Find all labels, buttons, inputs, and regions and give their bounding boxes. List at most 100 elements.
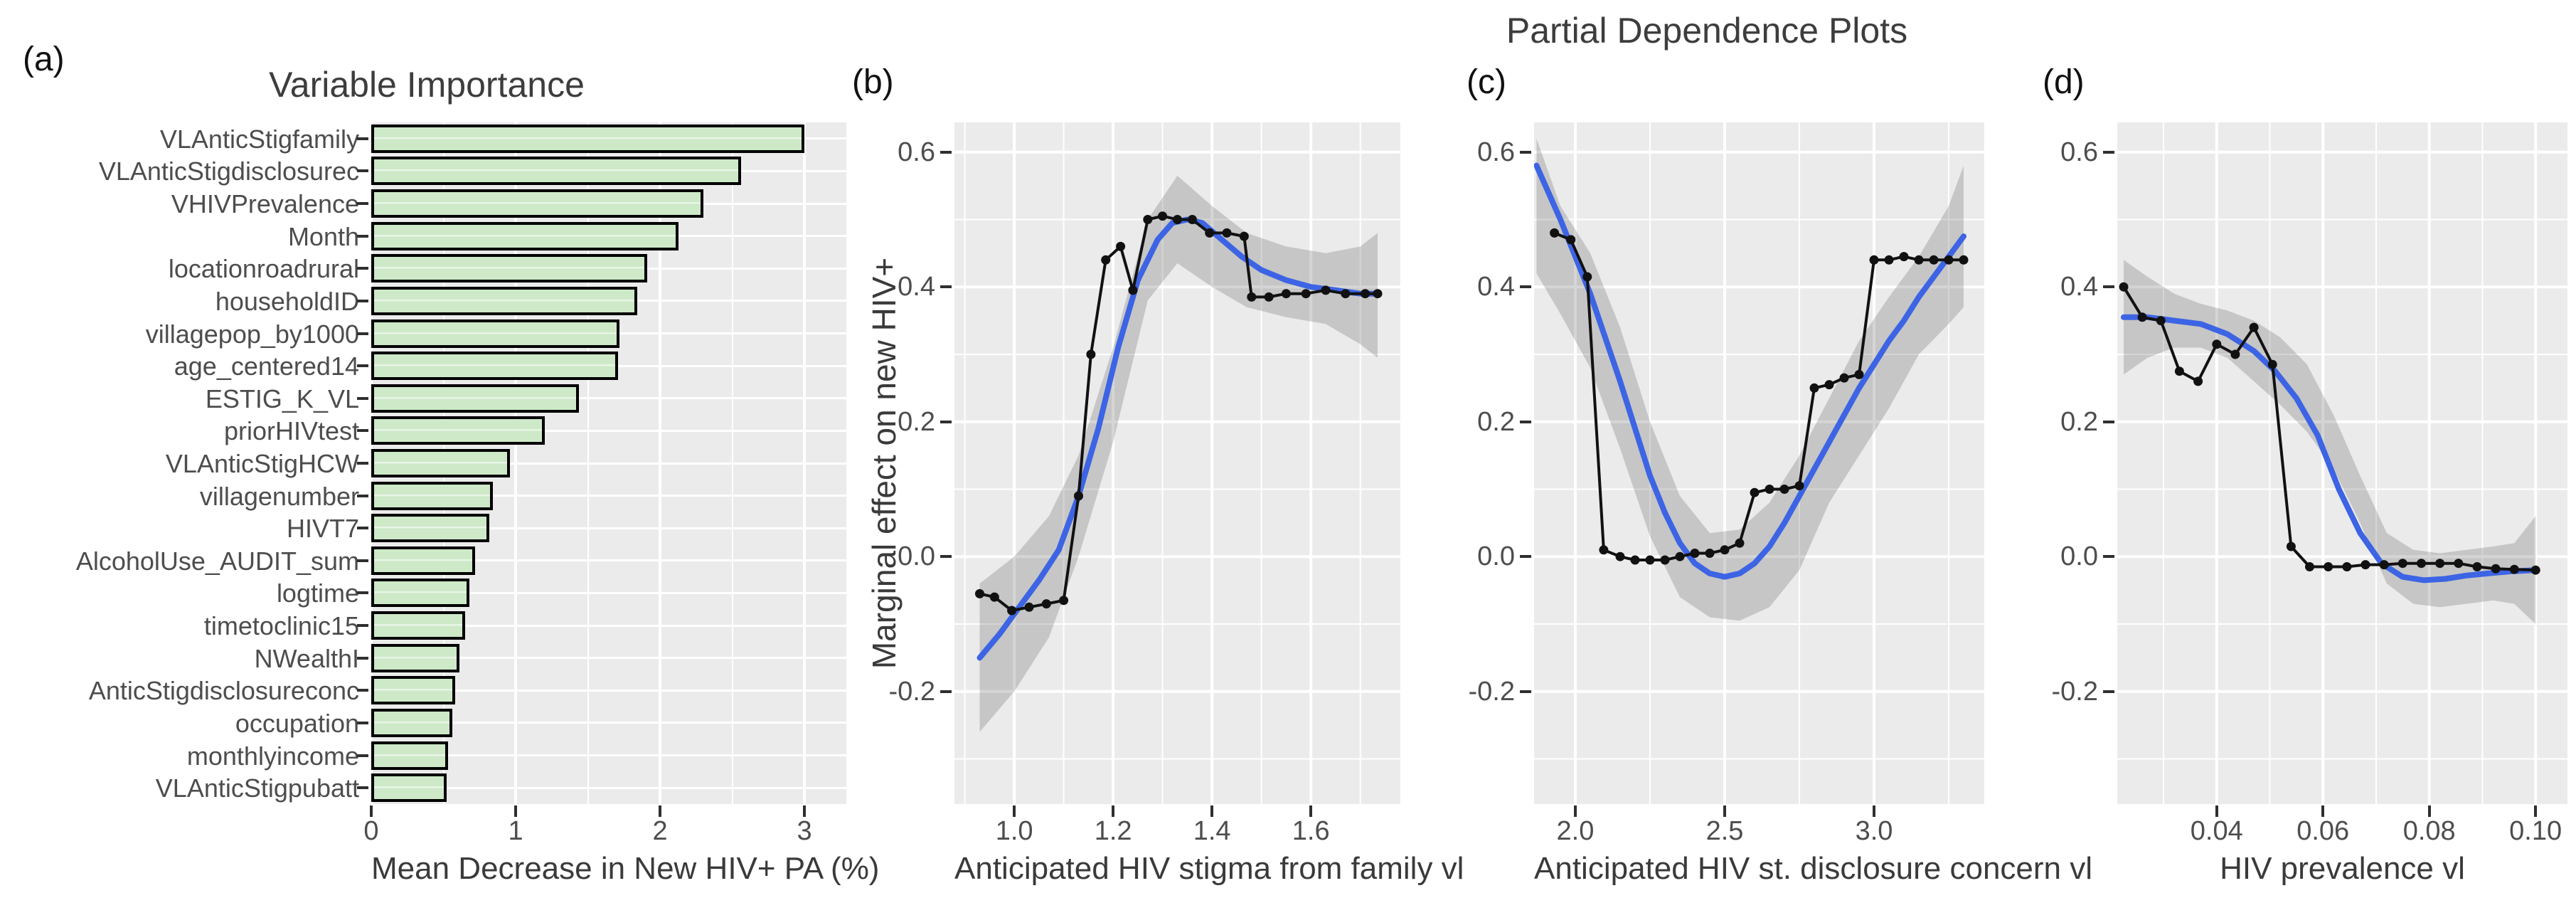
y-axis-tick bbox=[357, 332, 368, 335]
x-tick-label: 2 bbox=[652, 816, 668, 846]
x-axis-tick bbox=[1112, 805, 1115, 817]
y-axis-tick bbox=[2103, 150, 2114, 154]
gridline-major bbox=[371, 495, 846, 497]
importance-bar bbox=[371, 449, 510, 477]
x-axis-tick bbox=[659, 805, 662, 817]
panel-a-x-axis-title: Mean Decrease in New HIV+ PA (%) bbox=[371, 851, 880, 886]
importance-bar bbox=[371, 254, 647, 283]
x-tick-label: 0 bbox=[363, 816, 379, 846]
pd-points bbox=[975, 211, 1383, 616]
y-axis-tick bbox=[357, 591, 368, 595]
x-axis-tick bbox=[514, 805, 518, 817]
y-axis-tick bbox=[940, 555, 952, 559]
category-label: AnticStigdisclosureconc bbox=[88, 676, 359, 706]
importance-bar bbox=[371, 611, 465, 640]
category-label: villagenumber bbox=[199, 481, 359, 511]
gridlines bbox=[2117, 122, 2567, 804]
importance-bar bbox=[371, 546, 476, 575]
y-axis-tick bbox=[1520, 420, 1531, 423]
importance-bar bbox=[371, 157, 741, 186]
x-tick-label: 1.0 bbox=[995, 816, 1033, 846]
y-axis-tick bbox=[2103, 420, 2114, 423]
y-tick-label: -0.2 bbox=[1468, 676, 1515, 707]
panel-c-chart bbox=[1534, 122, 1984, 804]
y-tick-label: -0.2 bbox=[2051, 676, 2098, 707]
y-tick-label: -0.2 bbox=[888, 676, 935, 707]
x-tick-label: 3 bbox=[797, 816, 812, 846]
x-axis-tick bbox=[1873, 805, 1875, 817]
x-axis-tick bbox=[2534, 805, 2538, 817]
panel-a-label: (a) bbox=[23, 41, 65, 78]
pd-points bbox=[2119, 282, 2540, 575]
y-axis-tick bbox=[2103, 555, 2114, 559]
gridline-major bbox=[371, 462, 846, 465]
x-axis-tick bbox=[370, 805, 373, 817]
y-axis-tick bbox=[357, 169, 368, 173]
x-axis-tick bbox=[2427, 805, 2431, 817]
y-axis-tick bbox=[357, 721, 368, 724]
gridline-major bbox=[371, 429, 846, 432]
x-tick-label: 0.04 bbox=[2190, 816, 2243, 846]
category-label: HIVT7 bbox=[286, 514, 359, 544]
y-axis-tick bbox=[357, 689, 368, 692]
gridline-major bbox=[371, 591, 846, 594]
y-tick-label: 0.6 bbox=[1477, 137, 1515, 167]
importance-bar bbox=[371, 221, 679, 250]
importance-bar bbox=[371, 773, 447, 803]
confidence-band bbox=[1536, 138, 1964, 621]
y-axis-tick bbox=[357, 786, 368, 790]
importance-bar bbox=[371, 416, 545, 445]
category-label: VHIVPrevalence bbox=[171, 189, 359, 219]
y-tick-label: 0.0 bbox=[898, 542, 935, 572]
category-label: householdID bbox=[215, 286, 359, 316]
category-label: priorHIVtest bbox=[223, 416, 359, 446]
smooth-line bbox=[2121, 314, 2539, 583]
smooth-line bbox=[976, 216, 1380, 661]
y-axis-tick bbox=[940, 285, 952, 289]
y-axis-tick bbox=[357, 137, 368, 140]
y-axis-tick bbox=[940, 150, 952, 154]
importance-bar bbox=[371, 676, 455, 705]
gridline-major bbox=[371, 397, 846, 400]
y-axis-tick bbox=[357, 494, 368, 497]
importance-bar bbox=[371, 319, 620, 348]
importance-bar bbox=[371, 189, 703, 218]
category-label: age_centered14 bbox=[174, 352, 359, 381]
panel-d-x-axis-title: HIV prevalence vl bbox=[2220, 851, 2465, 886]
pd-line bbox=[1553, 231, 1964, 561]
y-axis-tick bbox=[357, 202, 368, 206]
category-label: logtime bbox=[276, 579, 359, 608]
gridline-major bbox=[371, 689, 846, 692]
category-label: villagepop_by1000 bbox=[145, 319, 359, 349]
panel-b-label: (b) bbox=[852, 63, 894, 101]
panel-b-y-axis-title: Marginal effect on new HIV+ bbox=[866, 257, 903, 670]
y-tick-label: 0.6 bbox=[2060, 137, 2098, 167]
y-tick-label: 0.2 bbox=[1477, 406, 1515, 437]
y-axis-tick bbox=[940, 420, 952, 423]
category-label: occupation bbox=[235, 708, 359, 738]
y-tick-label: 0.4 bbox=[2060, 272, 2098, 302]
category-label: monthlyincome bbox=[186, 741, 359, 771]
pd-points bbox=[1550, 228, 1969, 565]
x-axis-tick bbox=[1210, 805, 1214, 817]
figure-title: Partial Dependence Plots bbox=[1506, 11, 1908, 51]
y-axis-tick bbox=[357, 267, 368, 270]
x-axis-tick bbox=[1309, 805, 1313, 817]
x-tick-label: 0.10 bbox=[2509, 816, 2562, 846]
x-tick-label: 2.0 bbox=[1556, 816, 1595, 846]
category-label: NWealthI bbox=[254, 643, 359, 673]
y-axis-tick bbox=[357, 299, 368, 302]
y-tick-label: 0.2 bbox=[898, 406, 935, 437]
x-axis-tick bbox=[2321, 805, 2325, 817]
y-axis-tick bbox=[357, 656, 368, 660]
panel-a-title: Variable Importance bbox=[269, 65, 585, 105]
y-tick-label: 0.0 bbox=[2060, 542, 2098, 572]
y-axis-tick bbox=[1520, 285, 1531, 289]
y-axis-tick bbox=[357, 624, 368, 628]
panel-b-chart bbox=[954, 122, 1400, 804]
importance-bar bbox=[371, 708, 452, 737]
importance-bar bbox=[371, 514, 490, 543]
y-axis-tick bbox=[1520, 690, 1531, 693]
y-tick-label: 0.0 bbox=[1477, 542, 1515, 572]
